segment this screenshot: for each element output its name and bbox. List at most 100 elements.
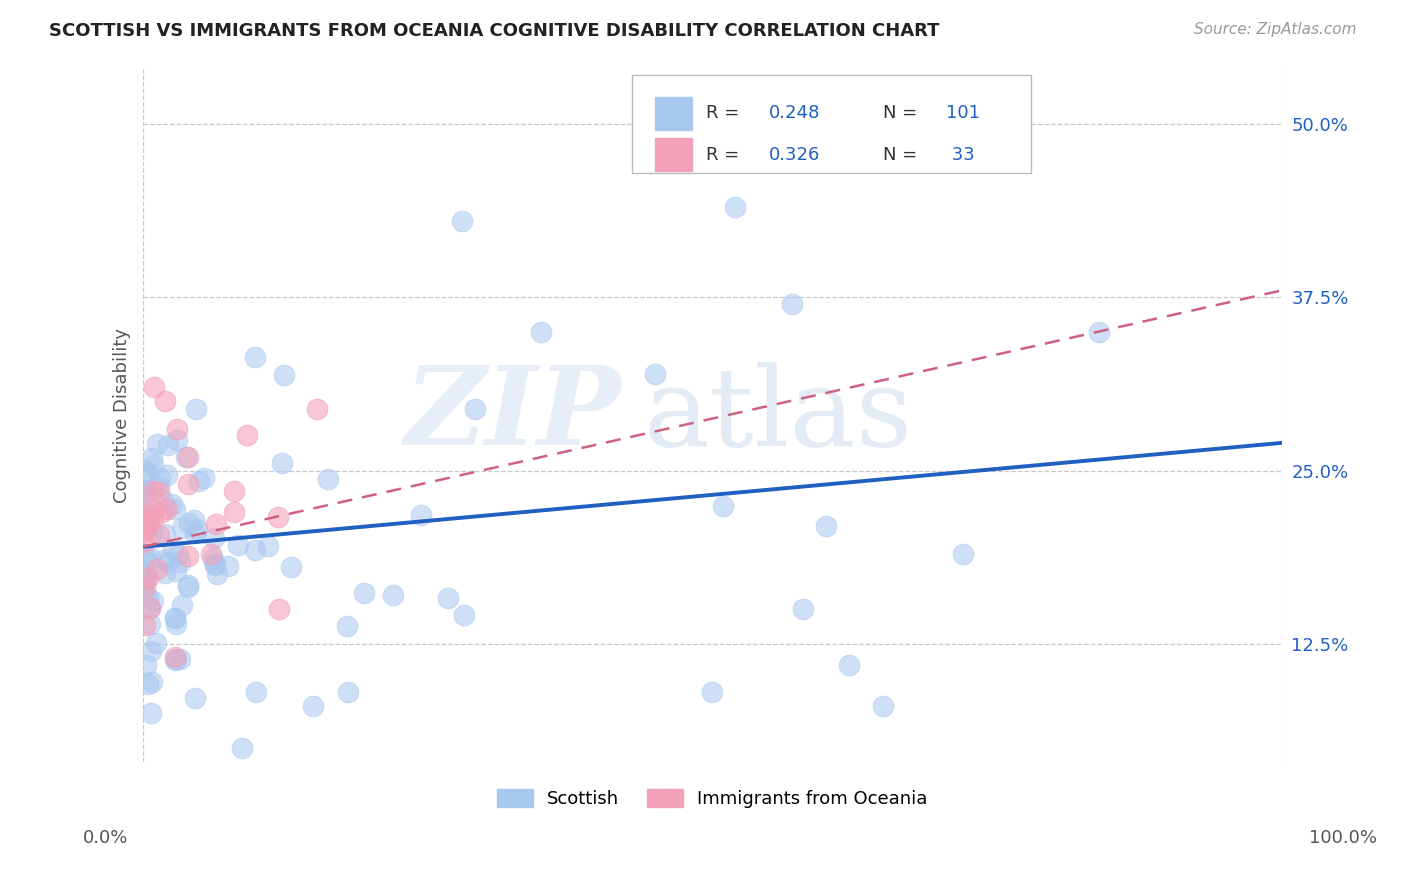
Point	[136, 572, 159, 586]
Point	[155, 394, 177, 409]
Point	[155, 527, 177, 541]
Text: SCOTTISH VS IMMIGRANTS FROM OCEANIA COGNITIVE DISABILITY CORRELATION CHART: SCOTTISH VS IMMIGRANTS FROM OCEANIA COGN…	[49, 22, 939, 40]
Point	[713, 499, 735, 513]
Point	[132, 526, 155, 541]
Point	[172, 521, 194, 535]
Point	[177, 549, 200, 563]
Point	[134, 580, 156, 594]
Point	[134, 573, 156, 587]
Point	[138, 601, 160, 615]
Point	[135, 658, 157, 673]
Point	[280, 559, 302, 574]
Point	[184, 690, 207, 705]
Point	[149, 471, 172, 485]
Text: 100.0%: 100.0%	[1309, 829, 1376, 847]
Point	[204, 517, 226, 532]
Point	[134, 585, 156, 599]
Point	[139, 706, 162, 720]
Point	[273, 368, 295, 382]
Point	[134, 618, 156, 632]
Point	[792, 602, 814, 616]
Point	[162, 541, 184, 556]
Text: 0.0%: 0.0%	[83, 829, 128, 847]
Point	[135, 464, 157, 478]
Point	[177, 516, 200, 530]
Point	[200, 547, 222, 561]
Point	[177, 580, 200, 594]
Text: 0.326: 0.326	[769, 145, 821, 163]
Point	[148, 484, 170, 499]
Point	[336, 619, 359, 633]
Point	[141, 524, 163, 539]
Point	[257, 539, 280, 553]
Point	[815, 519, 838, 533]
Point	[204, 558, 226, 573]
Point	[305, 401, 328, 416]
Point	[148, 528, 170, 542]
Point	[134, 502, 156, 516]
Point	[464, 402, 486, 417]
Point	[231, 740, 253, 755]
Point	[138, 516, 160, 530]
Point	[157, 555, 180, 569]
Point	[132, 483, 155, 497]
Point	[152, 492, 174, 507]
Point	[184, 526, 207, 541]
Point	[186, 522, 208, 536]
Point	[146, 437, 169, 451]
Text: N =: N =	[883, 104, 922, 122]
Point	[145, 561, 167, 575]
Point	[226, 538, 249, 552]
Text: N =: N =	[883, 145, 922, 163]
Point	[134, 483, 156, 498]
FancyBboxPatch shape	[633, 76, 1031, 172]
Point	[148, 479, 170, 493]
Point	[1088, 325, 1111, 339]
Text: R =: R =	[706, 145, 745, 163]
Point	[136, 591, 159, 605]
Point	[166, 548, 188, 562]
Point	[145, 635, 167, 649]
Point	[243, 350, 266, 364]
Point	[453, 607, 475, 622]
Point	[183, 512, 205, 526]
Point	[245, 542, 267, 557]
Point	[353, 586, 375, 600]
Point	[166, 616, 188, 631]
Point	[131, 501, 153, 516]
Point	[700, 685, 723, 699]
Point	[437, 591, 460, 606]
Point	[176, 450, 198, 464]
Point	[134, 572, 156, 586]
Point	[177, 578, 200, 592]
Point	[156, 438, 179, 452]
Point	[872, 699, 894, 714]
Point	[724, 200, 747, 214]
Text: 0.248: 0.248	[769, 104, 821, 122]
Point	[202, 531, 225, 545]
Point	[156, 502, 179, 516]
Point	[165, 650, 187, 665]
Point	[141, 512, 163, 526]
Point	[141, 450, 163, 465]
Point	[267, 509, 290, 524]
Point	[838, 657, 860, 672]
Point	[134, 535, 156, 549]
Point	[184, 402, 207, 417]
Point	[136, 677, 159, 691]
Point	[142, 458, 165, 472]
Point	[245, 685, 267, 699]
Point	[169, 555, 191, 569]
Text: Source: ZipAtlas.com: Source: ZipAtlas.com	[1194, 22, 1357, 37]
Point	[193, 471, 215, 485]
Point	[269, 602, 291, 616]
Text: 101: 101	[946, 104, 980, 122]
Point	[222, 484, 245, 499]
Point	[780, 297, 803, 311]
Point	[952, 547, 974, 561]
Point	[166, 422, 188, 436]
Point	[142, 380, 165, 394]
Point	[163, 653, 186, 667]
Point	[166, 433, 188, 447]
Point	[205, 567, 228, 582]
